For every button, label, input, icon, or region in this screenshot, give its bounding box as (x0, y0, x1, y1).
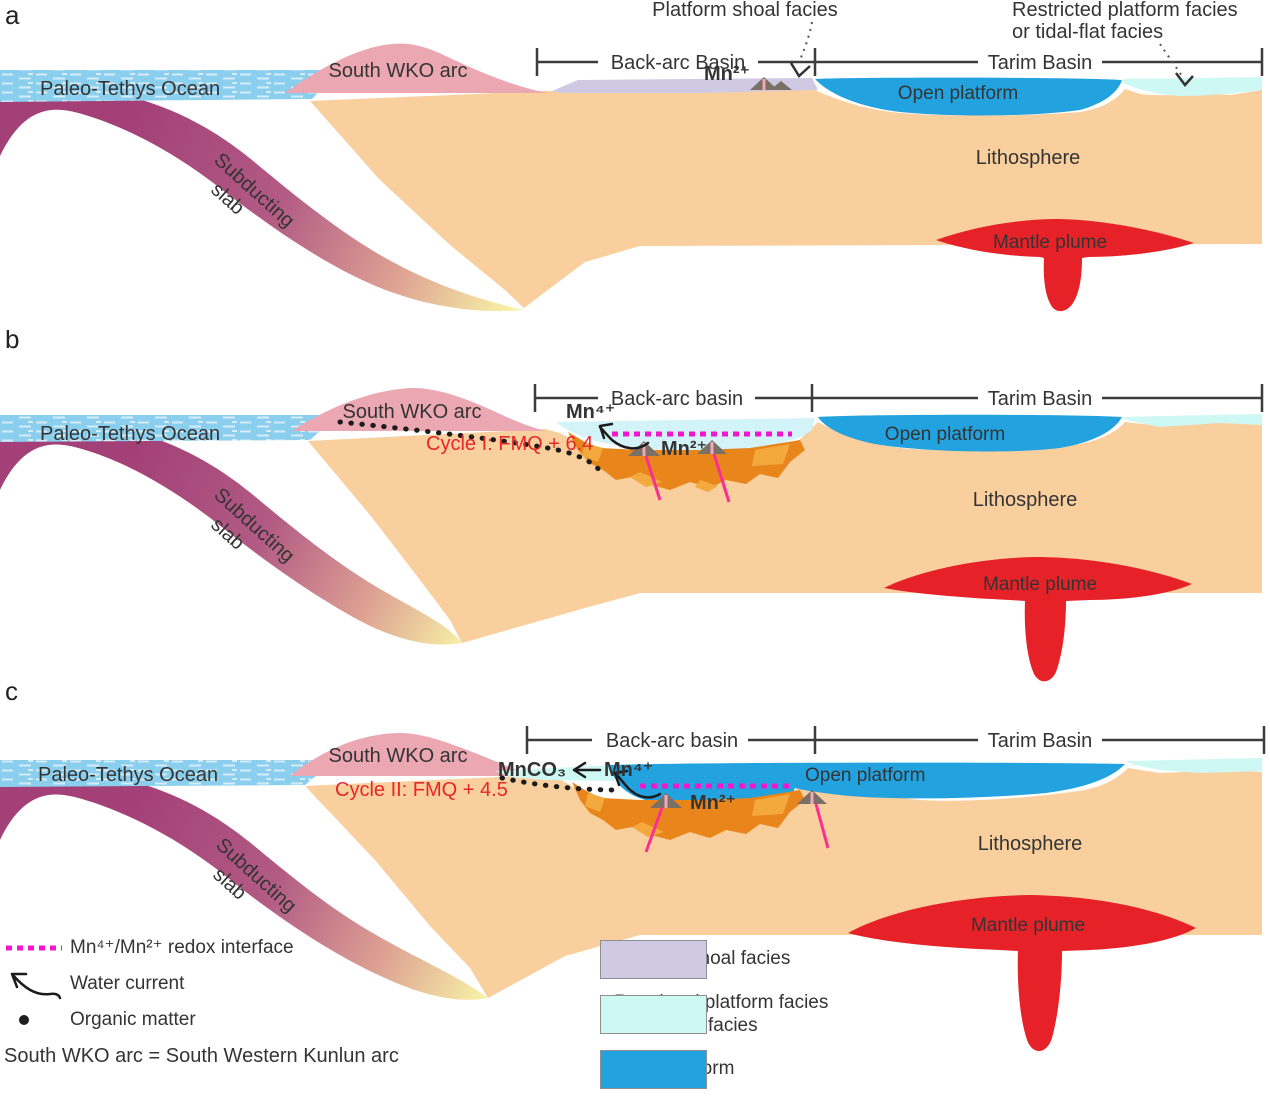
arc-shape-c (290, 733, 540, 776)
open-platform-shape-a (815, 77, 1122, 116)
volcano-icons-a (750, 77, 792, 90)
volcano-icons-c (650, 790, 827, 808)
water-current-arrow-c (613, 769, 662, 799)
shoal-callout-arrowhead (789, 62, 811, 78)
panel-c: c Back-arc basin Tarim Basin Paleo-Tethy… (0, 678, 1266, 1052)
restricted-layer-a (1122, 77, 1262, 96)
legend-row-organic: Organic matter (4, 1009, 524, 1031)
lithosphere-label-b: Lithosphere (973, 489, 1078, 511)
redox-interface-label: Mn⁴⁺/Mn²⁺ redox interface (70, 937, 294, 958)
panel-c-letter: c (5, 678, 18, 706)
open-platform-label-a: Open platform (898, 83, 1018, 104)
arc-label-a: South WKO arc (329, 60, 468, 82)
mn-deposit-c (572, 782, 805, 840)
backarc-water-b (556, 418, 815, 452)
arc-label-c: South WKO arc (329, 745, 468, 767)
cycle-label-c: Cycle II: FMQ + 4.5 (335, 779, 508, 801)
open-platform-label-b: Open platform (885, 424, 1005, 445)
facies-row-open: Open platform (600, 1050, 828, 1090)
mantle-plume-shape-c (848, 895, 1196, 1052)
plume-label-a: Mantle plume (993, 232, 1107, 253)
organic-matter-dots-c (499, 775, 621, 793)
legend-facies: Platform shoal facies Restricted platfor… (600, 939, 828, 1102)
ocean-label-a: Paleo-Tethys Ocean (40, 78, 220, 100)
mn2-label-c: Mn²⁺ (690, 792, 736, 814)
shoal-callout-label: Platform shoal facies (652, 0, 838, 21)
lithosphere-label-a: Lithosphere (976, 147, 1081, 169)
tarim-bracket-c (815, 726, 1266, 754)
volcano-icons-b (628, 440, 727, 456)
backarc-basin-label-b: Back-arc basin (611, 388, 743, 410)
panel-b: b Back-arc basin Tarim Basin Paleo-Tethy… (0, 330, 1264, 682)
subducting-slab-shape-a (0, 94, 524, 312)
shoal-swatch (600, 939, 707, 979)
backarc-basin-label-a: Back-arc Basin (611, 52, 746, 74)
restricted-swatch (600, 995, 707, 1035)
restricted-layer-right-c (1125, 758, 1262, 773)
feeder-lines-c (644, 803, 830, 853)
restricted-layer-b (1122, 414, 1262, 427)
water-current-arrow-b (598, 422, 650, 450)
subducting-slab-shape-c (0, 778, 488, 1000)
arc-label-b: South WKO arc (343, 401, 482, 423)
mn-deposit-b (568, 432, 805, 490)
lithosphere-shape-c (305, 768, 1262, 998)
facies-row-shoal: Platform shoal facies (600, 939, 828, 979)
backarc-bracket-b (533, 384, 814, 412)
panel-b-letter: b (5, 330, 19, 354)
feeder-lines-b (644, 453, 731, 503)
backarc-bracket-a (535, 48, 817, 76)
open-platform-shape-c (610, 762, 1125, 805)
legend-row-current: Water current (4, 972, 524, 1000)
organic-matter-dots-b (337, 419, 604, 475)
ocean-shape-b (0, 415, 338, 442)
subducting-slab-shape-b (0, 428, 462, 645)
mn-deposit-light-patches-b (582, 443, 790, 492)
restricted-callout-label-2: or tidal-flat facies (1012, 21, 1163, 43)
open-platform-shape-b (818, 414, 1122, 452)
mn2-label-a: Mn²⁺ (704, 63, 750, 85)
ocean-shape-a (0, 70, 340, 102)
ocean-label-c: Paleo-Tethys Ocean (38, 764, 218, 786)
tarim-basin-label-c: Tarim Basin (988, 730, 1092, 752)
plume-label-b: Mantle plume (983, 574, 1097, 595)
open-platform-swatch (600, 1050, 707, 1090)
mn2-label-b: Mn²⁺ (661, 438, 707, 460)
restricted-callout-label-1: Restricted platform facies (1012, 0, 1238, 21)
restricted-callout-line (1159, 43, 1183, 77)
cycle-label-b: Cycle I: FMQ + 6.4 (426, 433, 593, 455)
open-platform-label-c: Open platform (805, 765, 925, 786)
facies-row-restricted: Restricted platform facies or tidal-flat… (600, 992, 828, 1038)
arc-shape-b (292, 388, 545, 431)
mn-deposit-light-patches-c (585, 793, 790, 837)
arc-shape-a (285, 43, 548, 93)
legend-row-redox: Mn⁴⁺/Mn²⁺ redox interface (4, 936, 524, 959)
mnco3-label-c: MnCO₃ (498, 759, 566, 781)
ocean-label-b: Paleo-Tethys Ocean (40, 423, 220, 445)
water-current-label: Water current (70, 973, 185, 994)
mantle-plume-shape-a (936, 219, 1194, 312)
legend-left: Mn⁴⁺/Mn²⁺ redox interface Water current … (4, 936, 524, 1068)
tarim-bracket-b (812, 384, 1264, 412)
lithosphere-shape-a (310, 89, 1262, 308)
tarim-basin-label-b: Tarim Basin (988, 388, 1092, 410)
restricted-callout-arrowhead (1175, 72, 1194, 87)
mantle-plume-shape-b (884, 557, 1192, 682)
lithosphere-label-c: Lithosphere (978, 833, 1083, 855)
shoal-callout-line (799, 21, 813, 61)
organic-matter-label: Organic matter (70, 1009, 196, 1030)
panel-a: a Platform shoal facies Restricted platf… (0, 0, 1264, 312)
mnco3-arrow (572, 761, 602, 779)
wko-abbreviation: South WKO arc = South Western Kunlun arc (4, 1045, 399, 1067)
ocean-shape-c (0, 760, 335, 787)
mn4-label-c: Mn⁴⁺ (604, 759, 653, 781)
backarc-basin-label-c: Back-arc basin (606, 730, 738, 752)
backarc-bracket-c (525, 726, 817, 754)
plume-label-c: Mantle plume (971, 915, 1085, 936)
tarim-bracket-a (815, 48, 1264, 76)
panel-a-letter: a (5, 0, 20, 30)
tarim-basin-label-a: Tarim Basin (988, 52, 1092, 74)
mn4-label-b: Mn⁴⁺ (566, 401, 615, 423)
